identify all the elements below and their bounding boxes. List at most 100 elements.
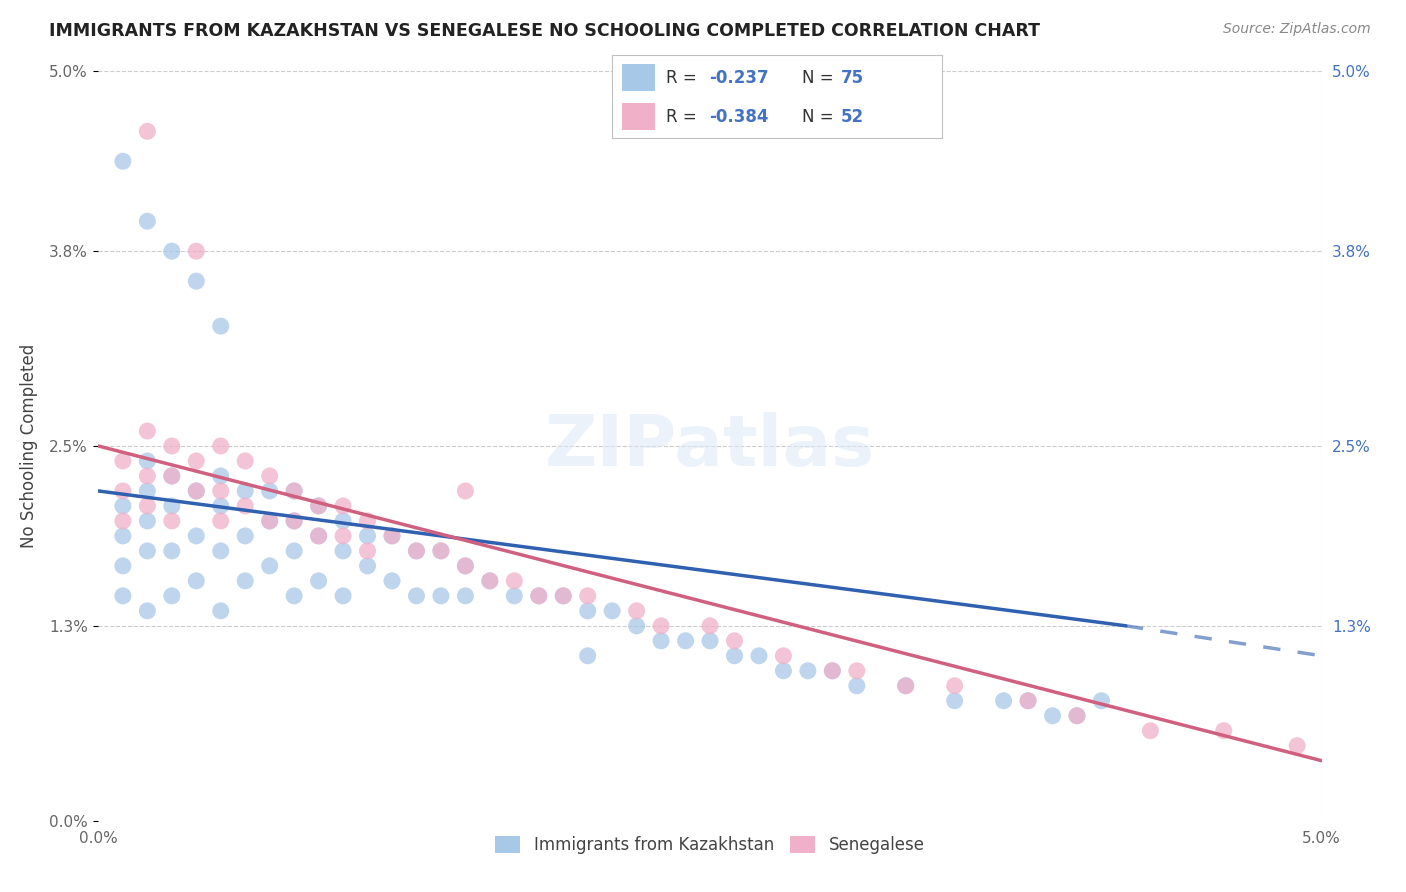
Point: [136, 483, 159, 498]
Point: [454, 483, 477, 498]
Point: [650, 619, 672, 633]
Point: [553, 589, 575, 603]
Point: [111, 499, 134, 513]
Point: [1042, 708, 1064, 723]
Point: [136, 514, 159, 528]
Point: [626, 619, 648, 633]
Point: [723, 648, 745, 663]
Point: [356, 544, 378, 558]
Point: [209, 604, 232, 618]
Point: [1017, 694, 1039, 708]
Point: [1017, 694, 1039, 708]
Point: [943, 679, 966, 693]
Point: [233, 499, 256, 513]
Point: [1212, 723, 1234, 738]
Point: [894, 679, 917, 693]
Point: [136, 469, 159, 483]
Point: [894, 679, 917, 693]
Point: [430, 544, 453, 558]
Point: [160, 589, 183, 603]
Point: [356, 529, 378, 543]
Point: [723, 633, 745, 648]
Point: [111, 529, 134, 543]
Point: [233, 454, 256, 468]
Text: ZIPatlas: ZIPatlas: [546, 411, 875, 481]
Point: [332, 514, 354, 528]
Point: [209, 319, 232, 334]
Point: [381, 574, 404, 588]
Point: [160, 544, 183, 558]
Point: [111, 514, 134, 528]
Point: [209, 514, 232, 528]
Point: [332, 544, 354, 558]
Point: [186, 483, 208, 498]
Point: [186, 483, 208, 498]
Point: [650, 633, 672, 648]
Point: [454, 558, 477, 573]
Point: [259, 514, 281, 528]
Point: [111, 483, 134, 498]
Point: [576, 589, 599, 603]
Text: 52: 52: [841, 108, 865, 126]
Point: [308, 529, 330, 543]
Point: [160, 514, 183, 528]
Point: [111, 589, 134, 603]
Point: [186, 574, 208, 588]
Point: [209, 499, 232, 513]
Point: [160, 469, 183, 483]
Point: [259, 558, 281, 573]
Point: [332, 529, 354, 543]
Point: [160, 244, 183, 259]
Point: [699, 619, 721, 633]
Text: IMMIGRANTS FROM KAZAKHSTAN VS SENEGALESE NO SCHOOLING COMPLETED CORRELATION CHAR: IMMIGRANTS FROM KAZAKHSTAN VS SENEGALESE…: [49, 22, 1040, 40]
Point: [1286, 739, 1309, 753]
Point: [821, 664, 844, 678]
Text: -0.384: -0.384: [709, 108, 769, 126]
Point: [332, 589, 354, 603]
Point: [283, 514, 305, 528]
Point: [332, 499, 354, 513]
Point: [259, 469, 281, 483]
Point: [503, 589, 526, 603]
Point: [943, 694, 966, 708]
Point: [233, 483, 256, 498]
Point: [111, 558, 134, 573]
Point: [209, 483, 232, 498]
Text: R =: R =: [666, 69, 702, 87]
Point: [772, 664, 794, 678]
Point: [699, 633, 721, 648]
Point: [283, 483, 305, 498]
Point: [283, 544, 305, 558]
Point: [626, 604, 648, 618]
Point: [136, 604, 159, 618]
Point: [136, 424, 159, 438]
Point: [160, 469, 183, 483]
Point: [527, 589, 550, 603]
Point: [136, 454, 159, 468]
Point: [356, 558, 378, 573]
Point: [381, 529, 404, 543]
Point: [527, 589, 550, 603]
Text: Source: ZipAtlas.com: Source: ZipAtlas.com: [1223, 22, 1371, 37]
Point: [1090, 694, 1112, 708]
Point: [675, 633, 697, 648]
Point: [209, 439, 232, 453]
Point: [136, 544, 159, 558]
Point: [797, 664, 820, 678]
Point: [259, 514, 281, 528]
Point: [233, 529, 256, 543]
Point: [478, 574, 501, 588]
Point: [845, 679, 868, 693]
Point: [405, 589, 427, 603]
FancyBboxPatch shape: [621, 103, 655, 130]
Point: [381, 529, 404, 543]
Point: [600, 604, 623, 618]
Point: [576, 604, 599, 618]
Point: [283, 514, 305, 528]
Text: N =: N =: [801, 108, 838, 126]
Point: [111, 454, 134, 468]
Point: [136, 214, 159, 228]
Point: [576, 648, 599, 663]
Point: [259, 483, 281, 498]
Point: [772, 648, 794, 663]
